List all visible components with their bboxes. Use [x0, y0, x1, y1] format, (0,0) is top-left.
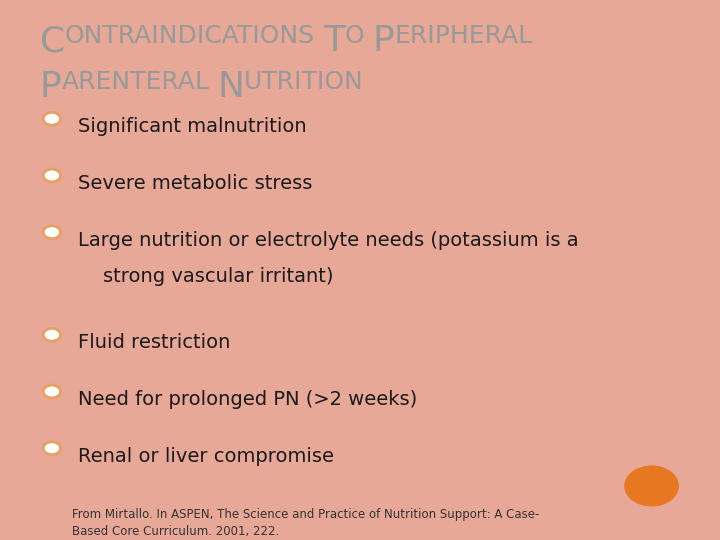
- Text: UTRITION: UTRITION: [244, 70, 364, 94]
- Text: Renal or liver compromise: Renal or liver compromise: [78, 447, 334, 465]
- Text: O: O: [345, 24, 364, 48]
- Text: From Mirtallo. In ASPEN, The Science and Practice of Nutrition Support: A Case-
: From Mirtallo. In ASPEN, The Science and…: [72, 508, 539, 538]
- Text: P: P: [372, 24, 395, 58]
- Text: Fluid restriction: Fluid restriction: [78, 333, 230, 352]
- Text: ONTRAINDICATIONS: ONTRAINDICATIONS: [65, 24, 315, 48]
- Text: T: T: [323, 24, 345, 58]
- Text: Need for prolonged PN (>2 weeks): Need for prolonged PN (>2 weeks): [78, 390, 417, 409]
- Text: Severe metabolic stress: Severe metabolic stress: [78, 174, 312, 193]
- Text: N: N: [217, 70, 244, 104]
- Text: Significant malnutrition: Significant malnutrition: [78, 117, 307, 136]
- Text: ERIPHERAL: ERIPHERAL: [395, 24, 532, 48]
- Text: Large nutrition or electrolyte needs (potassium is a: Large nutrition or electrolyte needs (po…: [78, 231, 578, 249]
- Text: strong vascular irritant): strong vascular irritant): [78, 267, 333, 286]
- Text: ARENTERAL: ARENTERAL: [61, 70, 210, 94]
- Text: P: P: [40, 70, 61, 104]
- Text: C: C: [40, 24, 65, 58]
